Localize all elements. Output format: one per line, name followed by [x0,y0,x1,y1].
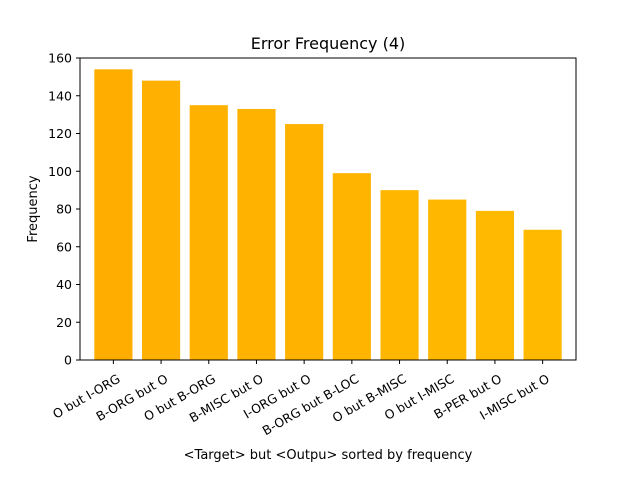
chart-title: Error Frequency (4) [251,34,406,53]
bar-o-but-b-org [189,105,228,360]
bar-o-but-b-misc [380,190,419,361]
bar-o-but-i-org [94,69,133,360]
y-tick-label: 40 [56,277,72,292]
bar-o-but-i-misc [428,199,467,360]
y-tick-label: 160 [48,51,72,66]
y-axis-label: Frequency [26,175,41,242]
y-tick-label: 80 [56,202,72,217]
y-tick-label: 140 [48,88,72,103]
bar-i-org-but-o [285,124,324,360]
bar-b-per-but-o [475,210,514,360]
bar-i-misc-but-o [523,229,562,360]
bar-b-org-but-o [142,80,181,361]
y-tick-label: 120 [48,126,72,141]
y-tick-label: 60 [56,239,72,254]
plot-frame [79,57,577,361]
y-tick-label: 0 [64,353,72,368]
y-axis: 0 20 40 60 80 100 120 140 160 [48,51,80,368]
y-tick-label: 100 [48,164,72,179]
x-axis-label: <Target> but <Outpu> sorted by frequency [184,448,473,463]
bar-b-misc-but-o [237,108,276,361]
bar-b-org-but-b-loc [332,173,371,360]
y-tick-label: 20 [56,315,72,330]
bars-group [94,69,562,361]
